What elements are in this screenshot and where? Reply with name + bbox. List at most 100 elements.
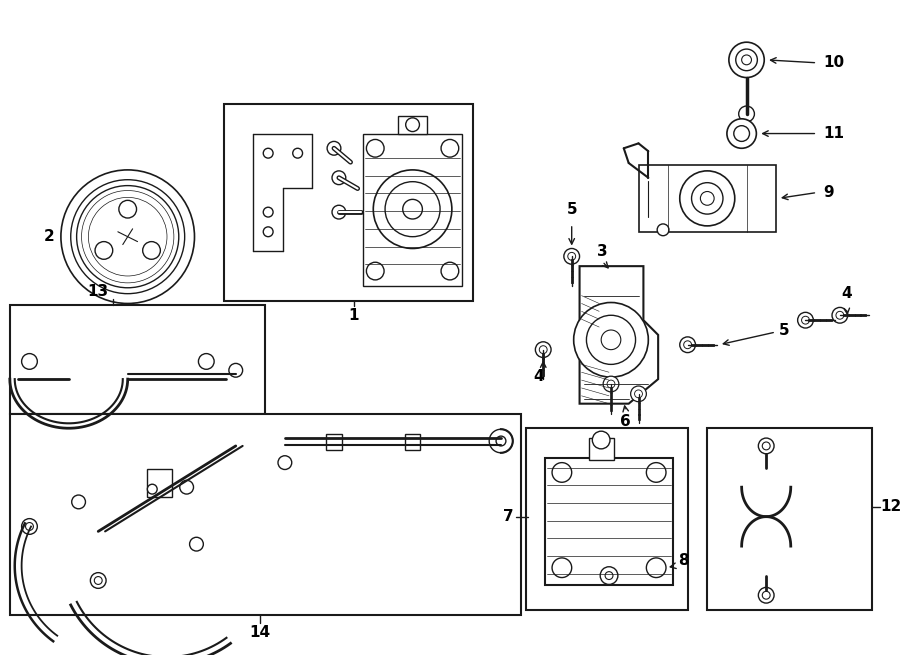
Circle shape: [72, 495, 86, 509]
Circle shape: [552, 463, 572, 483]
Circle shape: [734, 126, 750, 141]
Circle shape: [366, 262, 384, 280]
Circle shape: [603, 376, 619, 392]
Circle shape: [93, 202, 163, 272]
Bar: [148, 469, 172, 497]
Bar: [10, 305, 265, 414]
Circle shape: [85, 194, 171, 280]
Circle shape: [148, 485, 157, 494]
Bar: [638, 165, 776, 232]
Circle shape: [180, 481, 194, 494]
Circle shape: [573, 303, 648, 377]
Circle shape: [700, 192, 714, 206]
Circle shape: [229, 364, 243, 377]
Bar: [10, 414, 520, 615]
Text: 5: 5: [779, 323, 789, 338]
Circle shape: [759, 588, 774, 603]
Circle shape: [264, 148, 273, 158]
Circle shape: [88, 198, 167, 276]
Circle shape: [143, 242, 160, 259]
Text: 7: 7: [503, 509, 514, 524]
Circle shape: [441, 262, 459, 280]
Circle shape: [631, 386, 646, 402]
Text: 11: 11: [824, 126, 844, 141]
Circle shape: [76, 186, 179, 288]
Bar: [590, 438, 614, 459]
Circle shape: [278, 455, 292, 469]
Circle shape: [90, 572, 106, 588]
Text: 3: 3: [597, 245, 608, 259]
Circle shape: [680, 337, 696, 352]
Bar: [526, 428, 688, 610]
Circle shape: [762, 592, 770, 599]
Bar: [326, 434, 342, 450]
Circle shape: [759, 438, 774, 454]
Circle shape: [587, 315, 635, 364]
Circle shape: [82, 190, 174, 283]
Circle shape: [739, 106, 754, 122]
Circle shape: [402, 200, 422, 219]
Circle shape: [563, 249, 580, 264]
Circle shape: [646, 463, 666, 483]
Circle shape: [332, 206, 346, 219]
Circle shape: [742, 55, 751, 65]
Circle shape: [605, 572, 613, 580]
Text: 9: 9: [824, 185, 833, 200]
Text: 2: 2: [43, 229, 54, 244]
Circle shape: [198, 354, 214, 369]
Circle shape: [727, 119, 756, 148]
Text: 10: 10: [824, 56, 844, 70]
Circle shape: [374, 170, 452, 249]
Circle shape: [441, 139, 459, 157]
Circle shape: [736, 49, 758, 71]
Circle shape: [22, 354, 37, 369]
Circle shape: [292, 148, 302, 158]
Circle shape: [332, 171, 346, 184]
Circle shape: [385, 182, 440, 237]
Circle shape: [797, 313, 814, 328]
Text: 12: 12: [880, 499, 900, 514]
Bar: [398, 116, 428, 134]
Circle shape: [832, 307, 848, 323]
Circle shape: [684, 341, 691, 348]
Text: 4: 4: [533, 369, 544, 384]
Text: 1: 1: [348, 309, 359, 323]
Circle shape: [71, 180, 184, 293]
Bar: [405, 434, 420, 450]
Circle shape: [190, 537, 203, 551]
Circle shape: [601, 330, 621, 350]
Circle shape: [94, 576, 103, 584]
Circle shape: [95, 242, 112, 259]
Circle shape: [836, 311, 844, 319]
Circle shape: [680, 171, 734, 226]
Circle shape: [366, 139, 384, 157]
Circle shape: [490, 429, 513, 453]
Circle shape: [762, 442, 770, 450]
Text: 5: 5: [566, 202, 577, 217]
Circle shape: [600, 566, 618, 584]
Bar: [224, 104, 473, 301]
Bar: [364, 134, 462, 286]
Circle shape: [264, 227, 273, 237]
Text: 6: 6: [620, 414, 631, 428]
Circle shape: [729, 42, 764, 77]
Circle shape: [552, 558, 572, 578]
Bar: [545, 457, 673, 586]
Text: 8: 8: [678, 553, 688, 568]
Circle shape: [592, 431, 610, 449]
Circle shape: [25, 523, 33, 530]
Circle shape: [264, 207, 273, 217]
Circle shape: [327, 141, 341, 155]
Circle shape: [646, 558, 666, 578]
Circle shape: [568, 253, 576, 260]
Circle shape: [634, 390, 643, 398]
Circle shape: [539, 346, 547, 354]
Circle shape: [496, 436, 506, 446]
Circle shape: [119, 200, 137, 218]
Circle shape: [110, 219, 146, 254]
Circle shape: [22, 519, 37, 534]
Circle shape: [536, 342, 551, 358]
Text: 13: 13: [87, 284, 109, 299]
Circle shape: [802, 316, 809, 324]
Circle shape: [608, 380, 615, 388]
